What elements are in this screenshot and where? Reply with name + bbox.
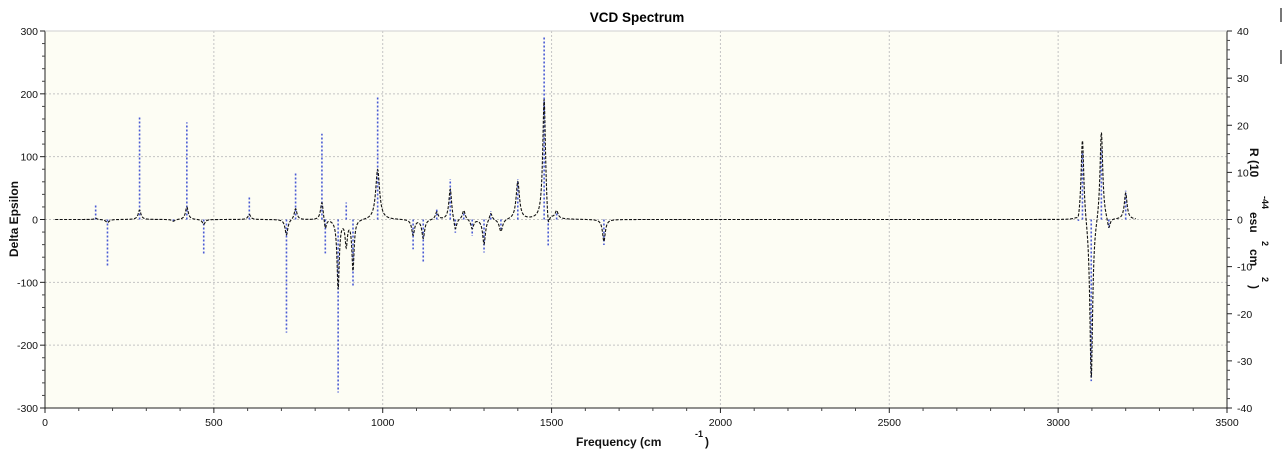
y2-tick-label: 40 xyxy=(1237,26,1249,38)
y-tick-label: 200 xyxy=(20,89,38,101)
x-axis-title-close: ) xyxy=(705,435,709,449)
x-tick-label: 3000 xyxy=(1046,417,1070,429)
x-axis-title: Frequency (cm xyxy=(576,435,661,449)
y2-tick-label: 10 xyxy=(1237,167,1249,179)
y2-axis-ticks: 40 30 20 10 0 -10 -20 -30 -40 xyxy=(1227,26,1252,415)
x-tick-label: 1500 xyxy=(540,417,564,429)
y-axis-title: Delta Epsilon xyxy=(7,181,21,257)
svg-text:2: 2 xyxy=(1260,241,1270,246)
window-edge-mark xyxy=(1280,50,1282,64)
y2-axis-title: R (10 -44 esu 2 cm 2 ) xyxy=(1247,148,1270,289)
svg-text:-44: -44 xyxy=(1260,196,1270,209)
y2-tick-label: -30 xyxy=(1237,356,1252,368)
y-tick-label: -300 xyxy=(17,403,38,415)
y-tick-label: 0 xyxy=(32,215,38,227)
y2-tick-label: -10 xyxy=(1237,262,1252,274)
y-tick-label: 300 xyxy=(20,26,38,38)
y-tick-label: -100 xyxy=(17,277,38,289)
y2-tick-label: -40 xyxy=(1237,403,1252,415)
y-tick-label: 100 xyxy=(20,152,38,164)
vcd-spectrum-line xyxy=(55,99,1136,378)
y-axis-ticks: 300 200 100 0 -100 -200 -300 xyxy=(17,26,45,415)
x-axis-title-superscript: -1 xyxy=(695,429,703,439)
rotatory-strength-sticks xyxy=(94,37,1127,393)
y2-tick-label: -20 xyxy=(1237,309,1252,321)
svg-text:R (10: R (10 xyxy=(1247,148,1261,178)
vcd-spectrum-series xyxy=(55,99,1136,378)
chart-title: VCD Spectrum xyxy=(590,10,685,25)
y2-tick-label: 30 xyxy=(1237,73,1249,85)
x-tick-label: 500 xyxy=(205,417,223,429)
x-axis-ticks: 0 500 1000 1500 2000 2500 3000 3500 xyxy=(42,408,1239,429)
svg-text:cm: cm xyxy=(1247,249,1261,266)
x-tick-label: 2500 xyxy=(878,417,902,429)
svg-text:2: 2 xyxy=(1260,277,1270,282)
y2-tick-label: 0 xyxy=(1237,215,1243,227)
x-tick-label: 2000 xyxy=(709,417,733,429)
window-edge-mark xyxy=(1280,8,1282,22)
x-tick-label: 0 xyxy=(42,417,48,429)
x-tick-label: 1000 xyxy=(371,417,395,429)
y2-tick-label: 20 xyxy=(1237,120,1249,132)
svg-text:esu: esu xyxy=(1247,212,1261,233)
y-tick-label: -200 xyxy=(17,340,38,352)
svg-text:): ) xyxy=(1247,285,1261,289)
x-tick-label: 3500 xyxy=(1215,417,1239,429)
